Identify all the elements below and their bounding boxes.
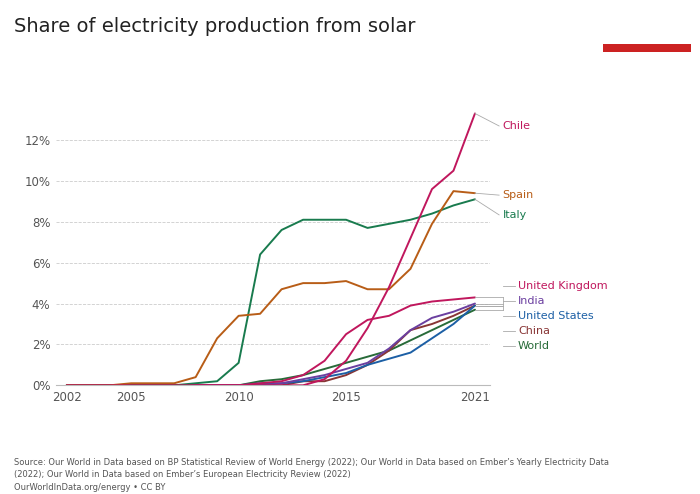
Text: Chile: Chile xyxy=(503,121,531,131)
Text: Spain: Spain xyxy=(503,190,534,200)
Bar xyxy=(603,44,691,52)
Text: Source: Our World in Data based on BP Statistical Review of World Energy (2022);: Source: Our World in Data based on BP St… xyxy=(14,457,609,492)
Text: India: India xyxy=(518,296,545,306)
Text: Our World: Our World xyxy=(622,15,673,24)
Text: Italy: Italy xyxy=(503,210,527,220)
Text: in Data: in Data xyxy=(629,30,666,39)
Text: China: China xyxy=(518,326,550,336)
Text: Share of electricity production from solar: Share of electricity production from sol… xyxy=(14,17,416,36)
Text: United Kingdom: United Kingdom xyxy=(518,281,608,290)
Text: United States: United States xyxy=(518,311,594,321)
Text: World: World xyxy=(518,341,550,351)
